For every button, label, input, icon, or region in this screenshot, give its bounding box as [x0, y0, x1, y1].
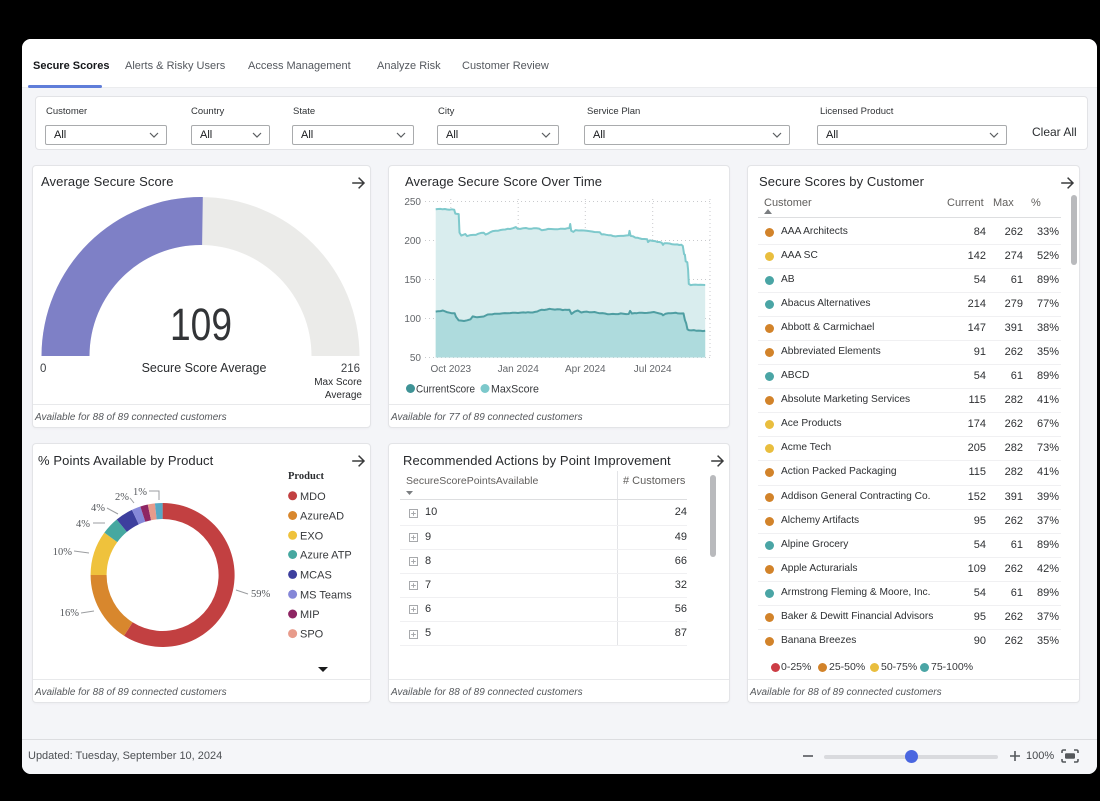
svg-text:AzureAD: AzureAD [300, 511, 344, 523]
svg-text:CurrentScore: CurrentScore [416, 384, 475, 396]
svg-text:Apr 2024: Apr 2024 [565, 364, 606, 375]
svg-text:216: 216 [341, 363, 360, 375]
svg-text:150: 150 [404, 275, 421, 286]
svg-text:MaxScore: MaxScore [491, 384, 539, 396]
svg-text:4%: 4% [76, 519, 90, 530]
svg-text:16%: 16% [60, 608, 80, 619]
svg-text:Azure ATP: Azure ATP [300, 550, 352, 562]
svg-text:10%: 10% [53, 547, 73, 558]
svg-text:Secure Score Average: Secure Score Average [142, 361, 267, 375]
svg-text:MCAS: MCAS [300, 569, 332, 581]
svg-text:Oct 2023: Oct 2023 [431, 364, 472, 375]
svg-text:SPO: SPO [300, 629, 324, 641]
svg-text:4%: 4% [91, 503, 105, 514]
svg-text:Max Score: Max Score [314, 377, 362, 388]
svg-text:EXO: EXO [300, 530, 324, 542]
svg-text:MDO: MDO [300, 491, 326, 503]
svg-text:2%: 2% [115, 492, 129, 503]
svg-text:250: 250 [404, 197, 421, 208]
svg-text:Product: Product [288, 471, 324, 482]
svg-text:Jan 2024: Jan 2024 [498, 364, 540, 375]
svg-text:0: 0 [40, 363, 46, 375]
svg-text:MS Teams: MS Teams [300, 589, 352, 601]
svg-text:100: 100 [404, 314, 421, 325]
svg-text:Average: Average [325, 390, 363, 401]
svg-text:MIP: MIP [300, 609, 320, 621]
svg-text:Jul 2024: Jul 2024 [634, 364, 672, 375]
svg-text:200: 200 [404, 236, 421, 247]
svg-text:1%: 1% [133, 487, 147, 498]
svg-text:50: 50 [410, 353, 422, 364]
svg-text:109: 109 [170, 299, 232, 350]
svg-text:59%: 59% [251, 589, 271, 600]
